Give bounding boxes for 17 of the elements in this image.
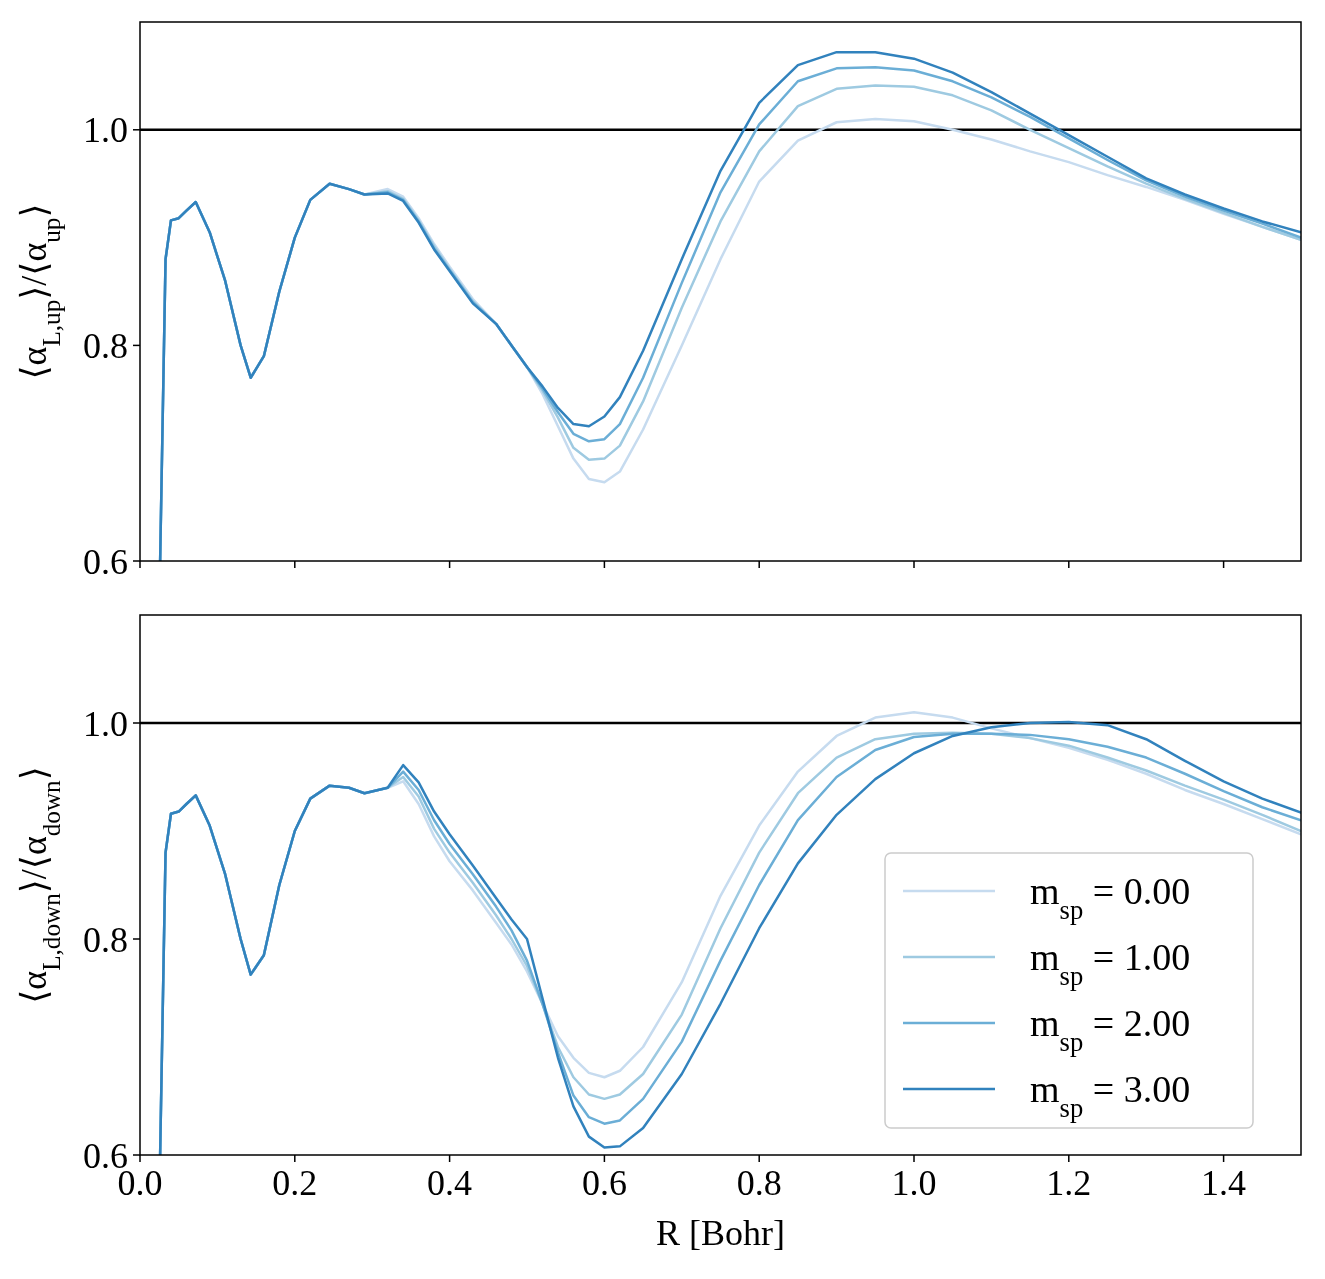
legend-label: m$_{sp}$ = 1.00	[1030, 936, 1191, 992]
x-tick-label: 1.4	[1201, 1163, 1247, 1203]
x-tick-label: 1.2	[1046, 1163, 1092, 1203]
x-tick-label: 0.2	[272, 1163, 318, 1203]
x-tick-label: 0.8	[736, 1163, 782, 1203]
legend-label: m$_{sp}$ = 3.00	[1030, 1068, 1191, 1124]
x-tick-label: 0.6	[581, 1163, 627, 1203]
legend-label: m$_{sp}$ = 2.00	[1030, 1002, 1191, 1058]
y-tick-label: 0.8	[83, 919, 128, 960]
y-tick-label: 1.0	[83, 703, 128, 744]
x-axis-title: R [Bohr]	[656, 1213, 785, 1253]
legend-label: m$_{sp}$ = 0.00	[1030, 870, 1191, 926]
y-tick-label: 0.6	[83, 541, 128, 582]
x-tick-label: 1.0	[891, 1163, 937, 1203]
y-tick-label: 1.0	[83, 110, 128, 151]
y-tick-label: 0.8	[83, 326, 128, 366]
x-tick-label: 0.4	[427, 1163, 473, 1203]
